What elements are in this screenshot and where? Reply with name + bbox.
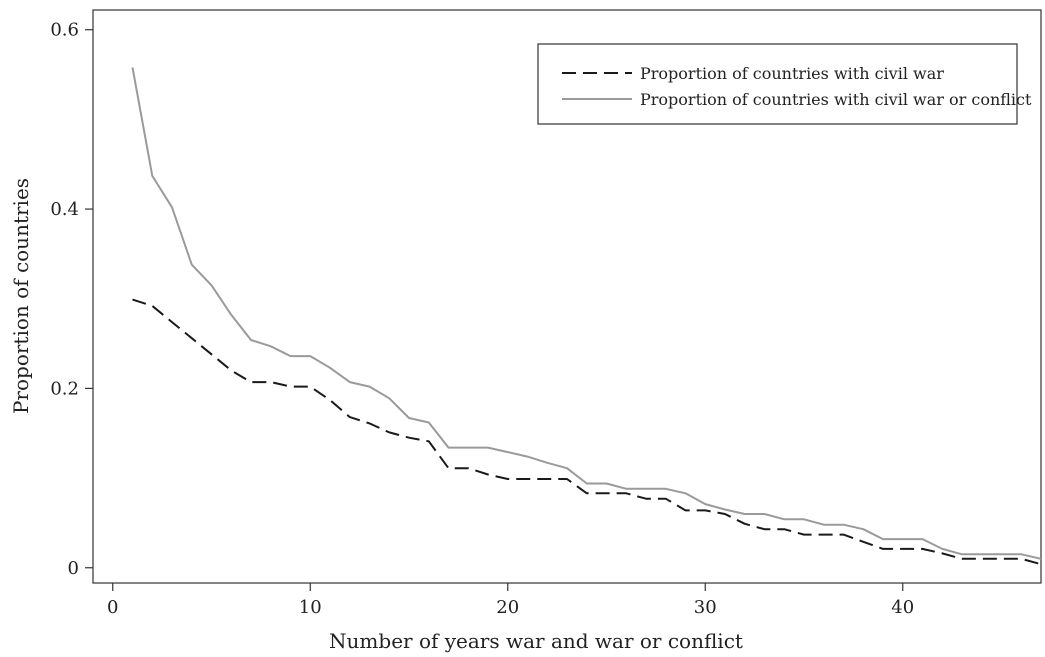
series-line-civil-war	[132, 298, 1042, 566]
y-axis-ticks: 0 0.2 0.4 0.6	[50, 20, 93, 579]
y-tick-label: 0.6	[50, 20, 79, 41]
x-tick-label: 10	[299, 597, 322, 618]
x-tick-label: 20	[496, 597, 519, 618]
plot-frame	[92, 9, 1042, 584]
legend-label-civil-war: Proportion of countries with civil war	[640, 64, 944, 83]
legend-label-civil-war-or-conflict: Proportion of countries with civil war o…	[640, 90, 1032, 109]
legend: Proportion of countries with civil war P…	[537, 43, 1032, 125]
series-lines	[131, 67, 1042, 566]
y-axis-title: Proportion of countries	[9, 178, 33, 414]
x-axis-ticks: 0 10 20 30 40	[107, 583, 914, 618]
y-tick-label: 0.4	[50, 199, 79, 220]
y-tick-label: 0.2	[50, 378, 79, 399]
x-tick-label: 30	[694, 597, 717, 618]
x-tick-label: 40	[891, 597, 914, 618]
y-tick-label: 0	[68, 558, 79, 579]
x-tick-label: 0	[107, 597, 118, 618]
series-line-civil-war-or-conflict	[131, 67, 1042, 560]
legend-box	[537, 43, 1018, 125]
x-axis-title: Number of years war and war or conflict	[329, 629, 743, 653]
